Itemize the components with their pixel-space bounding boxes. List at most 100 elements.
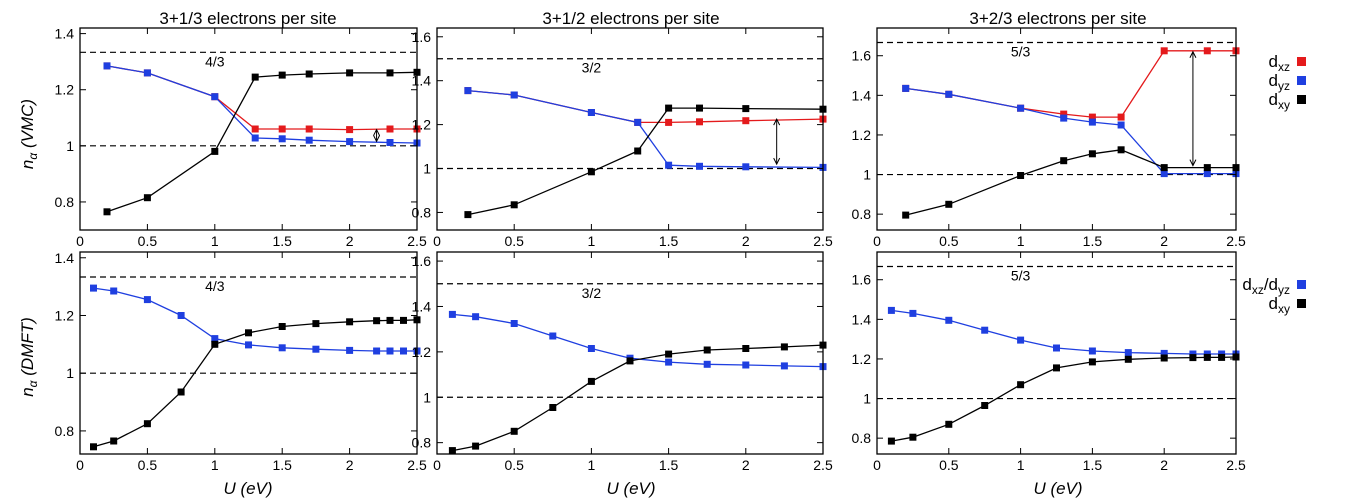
data-point-dxy-dmft-1 <box>312 320 320 328</box>
y-tick-label-dmft-3: 0.8 <box>852 430 872 446</box>
series-line-dxz-dyz-dmft-1 <box>93 287 417 352</box>
legend-dxz-label: dxz <box>1269 52 1290 74</box>
data-point-dxz-vmc-3 <box>1060 110 1068 118</box>
data-point-dxy-dmft-1 <box>177 388 185 396</box>
data-point-dxz-dyz-dmft-1 <box>373 347 381 355</box>
data-point-dxy-dmft-1 <box>90 443 97 451</box>
ylabel-dmft: nα (DMFT) <box>18 317 40 397</box>
series-line-dxy-vmc-3 <box>905 149 1236 216</box>
data-point-dxz-dyz-dmft-3 <box>1017 336 1025 344</box>
y-tick-label-vmc-2: 1 <box>423 161 431 177</box>
panel-annotation-vmc-2: 3/2 <box>582 60 602 76</box>
data-point-dyz-vmc-2 <box>510 91 518 99</box>
legend-dxy-bottom-label: dxy <box>1269 294 1290 316</box>
data-point-dxy-dmft-1 <box>346 318 354 326</box>
x-tick-label-vmc-2: 2.5 <box>813 233 833 249</box>
x-tick-label-vmc-1: 2 <box>346 233 354 249</box>
data-point-dxz-dyz-dmft-3 <box>945 316 953 324</box>
data-point-dxy-vmc-1 <box>278 71 286 79</box>
row-ylabels: n α (VMC) nα (DMFT) <box>18 99 40 397</box>
arrow-head-bottom-vmc-1 <box>373 135 381 143</box>
x-tick-label-vmc-3: 2 <box>1160 233 1168 249</box>
data-point-dxy-dmft-2 <box>626 357 634 365</box>
data-point-dxy-dmft-3 <box>945 420 953 428</box>
data-point-dxy-dmft-3 <box>1053 364 1060 372</box>
data-point-dxy-vmc-2 <box>587 168 595 176</box>
data-point-dxz-dyz-dmft-2 <box>703 360 711 368</box>
series-line-dxy-vmc-2 <box>467 107 824 216</box>
data-point-dxy-dmft-1 <box>373 317 381 325</box>
data-point-dxy-vmc-1 <box>386 69 394 77</box>
panel-vmc-2: 3/2 0 0.5 1 1.5 2 2.5 0.8 1 1.2 1.4 1.6 <box>412 27 833 249</box>
series-line-dxz-vmc-2 <box>467 89 824 124</box>
x-tick-label-dmft-1: 2.5 <box>407 457 427 473</box>
y-tick-label-vmc-3: 1.4 <box>852 87 872 103</box>
x-tick-label-dmft-2: 1.5 <box>659 457 679 473</box>
data-point-dyz-vmc-1 <box>143 69 151 77</box>
data-point-dyz-vmc-3 <box>1160 170 1168 178</box>
y-tick-label-dmft-1: 1.4 <box>55 250 75 266</box>
data-point-dxy-dmft-2 <box>549 404 557 411</box>
ylabel-dmft-method: (DMFT) <box>18 317 37 380</box>
data-point-dxy-dmft-1 <box>110 437 118 445</box>
data-point-dxz-dyz-dmft-3 <box>1189 350 1197 358</box>
y-tick-label-vmc-3: 1.2 <box>852 127 872 143</box>
data-point-dxy-vmc-3 <box>1060 157 1068 165</box>
data-point-dxy-dmft-3 <box>1189 354 1197 362</box>
data-point-dxy-dmft-2 <box>665 350 673 358</box>
x-tick-label-dmft-2: 1 <box>588 457 596 473</box>
ylabel-vmc-symbol: n <box>18 160 37 169</box>
arrow-head-top-vmc-2 <box>773 118 781 126</box>
data-point-dxy-dmft-3 <box>1218 353 1226 361</box>
data-point-dxy-dmft-1 <box>245 329 252 337</box>
data-point-dxz-dyz-dmft-3 <box>909 309 917 317</box>
y-tick-label-vmc-2: 0.8 <box>412 204 432 220</box>
data-point-dxz-dyz-dmft-2 <box>742 361 750 369</box>
y-tick-label-dmft-1: 0.8 <box>55 423 75 439</box>
x-tick-label-vmc-2: 0 <box>433 233 441 249</box>
data-point-dxz-vmc-2 <box>665 118 673 126</box>
data-point-dxz-dyz-dmft-1 <box>400 347 407 355</box>
series-line-dyz-vmc-1 <box>106 65 418 144</box>
data-point-dxy-vmc-2 <box>510 201 518 209</box>
y-tick-label-dmft-2: 1.2 <box>412 344 432 360</box>
data-point-dxy-dmft-3 <box>981 402 989 409</box>
data-point-dxz-dyz-dmft-3 <box>1124 349 1132 357</box>
x-tick-label-vmc-3: 0 <box>873 233 881 249</box>
data-point-dxz-dyz-dmft-1 <box>143 296 151 304</box>
data-point-dyz-vmc-1 <box>305 136 313 144</box>
x-tick-label-dmft-1: 0 <box>76 457 84 473</box>
x-tick-label-dmft-2: 0 <box>433 457 441 473</box>
panel-annotation-vmc-1: 4/3 <box>205 53 225 69</box>
y-tick-label-dmft-1: 1 <box>66 365 74 381</box>
plot-frame-vmc-1 <box>79 27 418 231</box>
ylabel-vmc-method: (VMC) <box>18 99 37 153</box>
data-point-dxz-vmc-2 <box>742 117 750 125</box>
x-tick-label-dmft-3: 2.5 <box>1226 457 1246 473</box>
data-point-dxz-dyz-dmft-1 <box>245 341 252 349</box>
data-point-dxy-dmft-2 <box>587 377 595 385</box>
data-point-dxz-dyz-dmft-2 <box>472 313 480 321</box>
panel-vmc-3: 5/3 0 0.5 1 1.5 2 2.5 0.8 1 1.2 1.4 1.6 <box>852 27 1246 249</box>
data-point-dyz-vmc-2 <box>634 118 642 126</box>
arrow-head-top-vmc-3 <box>1189 50 1197 58</box>
y-tick-label-vmc-1: 1 <box>66 138 74 154</box>
data-point-dyz-vmc-3 <box>1088 118 1096 126</box>
panel-annotation-dmft-1: 4/3 <box>205 278 225 294</box>
y-tick-label-vmc-3: 1.6 <box>852 48 872 64</box>
data-point-dxy-dmft-1 <box>386 316 394 324</box>
data-point-dxz-dyz-dmft-2 <box>665 358 673 366</box>
data-point-dxz-dyz-dmft-2 <box>549 332 557 340</box>
data-point-dxy-vmc-2 <box>464 211 472 219</box>
x-tick-label-vmc-1: 1.5 <box>272 233 292 249</box>
series-line-dxy-dmft-3 <box>891 356 1237 442</box>
data-point-dxz-dyz-dmft-3 <box>1053 344 1060 352</box>
ylabel-dmft-sub: α <box>26 379 40 387</box>
x-tick-label-vmc-2: 0.5 <box>504 233 524 249</box>
y-tick-label-dmft-3: 1 <box>863 391 871 407</box>
data-point-dyz-vmc-2 <box>587 109 595 116</box>
data-point-dyz-vmc-1 <box>211 93 219 101</box>
series-line-dxz-dyz-dmft-3 <box>891 309 1236 355</box>
data-point-dxy-vmc-3 <box>1088 150 1096 158</box>
